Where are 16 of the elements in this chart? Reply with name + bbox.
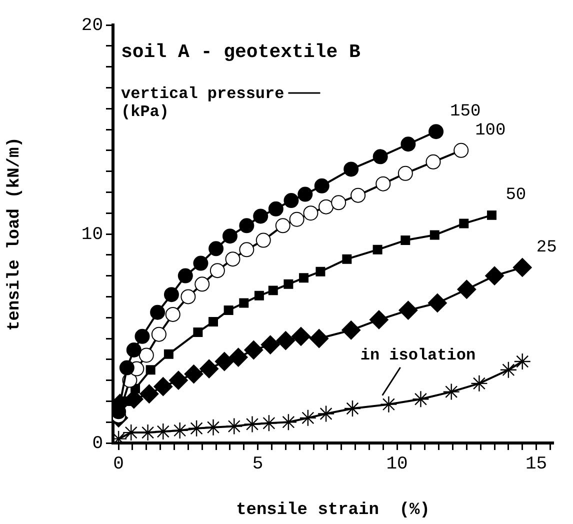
series-label: 25 [536,238,557,258]
y-tick-label: 10 [81,224,103,245]
series-label: 150 [450,102,481,122]
y-tick-label: 20 [81,16,103,36]
annotation: in isolation [360,346,476,364]
legend-title: vertical pressure (kPa) [121,85,284,121]
x-tick-label: 0 [113,454,124,475]
x-tick-label: 15 [525,454,548,475]
y-tick-label: 0 [92,434,103,454]
x-tick-label: 5 [252,454,264,475]
x-axis-title: tensile strain (%) [236,501,430,520]
series-label: 50 [506,186,526,206]
text: soil A - geotextile B [121,41,360,63]
series-label: 100 [475,121,506,140]
y-axis-title: tensile load (kN/m) [5,137,24,331]
x-tick-label: 10 [386,454,408,475]
